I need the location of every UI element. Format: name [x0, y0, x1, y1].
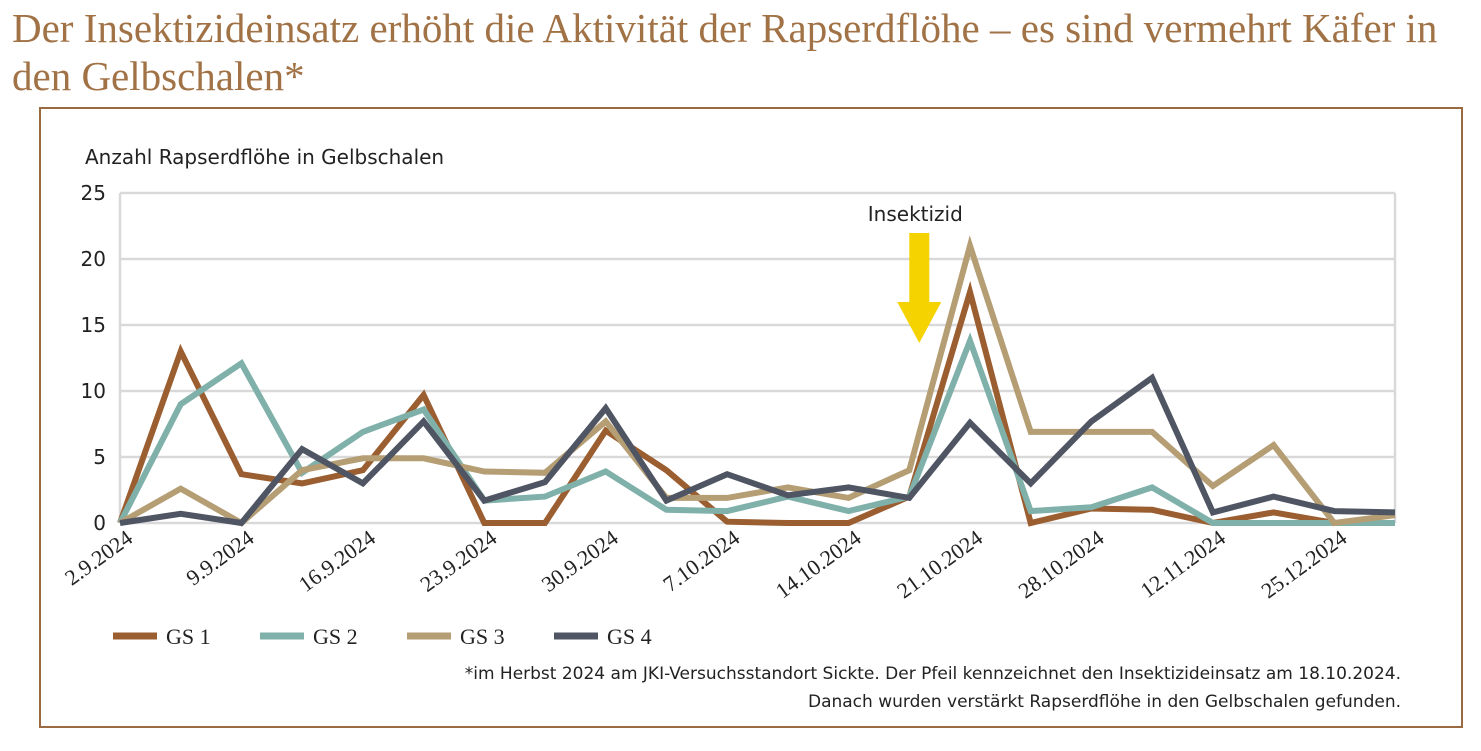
- footnote-line-2: Danach wurden verstärkt Rapserdflöhe in …: [807, 692, 1401, 712]
- y-tick-label: 5: [93, 445, 106, 469]
- footnote-line-1: *im Herbst 2024 am JKI-Versuchsstandort …: [464, 664, 1401, 684]
- x-tick-label: 30.9.2024: [537, 525, 623, 597]
- x-tick-labels: 2.9.2024 9.9.2024 16.9.2024 23.9.2024 30.9.2…: [60, 525, 1351, 603]
- legend-label: GS 1: [166, 624, 211, 649]
- x-tick-label: 23.9.2024: [415, 525, 501, 597]
- footnote: *im Herbst 2024 am JKI-Versuchsstandort …: [201, 660, 1401, 716]
- series-line-gs-2: [117, 332, 1395, 526]
- y-tick-label: 10: [81, 379, 106, 403]
- annotations: Insektizid: [868, 202, 963, 343]
- legend-label: GS 2: [313, 624, 358, 649]
- y-tick-label: 20: [81, 247, 106, 271]
- y-axis-label: Anzahl Rapserdflöhe in Gelbschalen: [85, 145, 445, 169]
- series-lines: [117, 235, 1396, 527]
- insecticide-arrow-shaft: [909, 233, 930, 303]
- x-tick-label: 28.10.2024: [1014, 525, 1109, 603]
- legend: GS 1 GS 2 GS 3 GS 4: [113, 624, 652, 649]
- y-tick-labels: 0 5 10 15 20 25: [81, 181, 106, 535]
- legend-label: GS 4: [607, 624, 652, 649]
- y-tick-label: 25: [81, 181, 106, 205]
- y-tick-label: 0: [93, 511, 106, 535]
- annotation-label: Insektizid: [868, 202, 963, 226]
- page-title: Der Insektizideinsatz erhöht die Aktivit…: [12, 5, 1438, 99]
- chart-frame: [39, 107, 1463, 728]
- series-line-gs-4: [119, 373, 1396, 527]
- x-tick-label: 12.11.2024: [1136, 525, 1230, 603]
- x-tick-label: 16.9.2024: [294, 525, 380, 597]
- x-tick-label: 7.10.2024: [658, 525, 744, 597]
- x-tick-label: 9.9.2024: [181, 525, 258, 590]
- y-tick-label: 15: [81, 313, 106, 337]
- series-line-gs-1: [117, 280, 1395, 527]
- x-tick-label: 21.10.2024: [892, 525, 987, 603]
- x-tick-label: 14.10.2024: [771, 525, 866, 603]
- legend-label: GS 3: [460, 624, 505, 649]
- gridlines: [118, 191, 1397, 525]
- insecticide-arrow-head: [897, 302, 942, 343]
- x-tick-label: 25.12.2024: [1256, 525, 1351, 603]
